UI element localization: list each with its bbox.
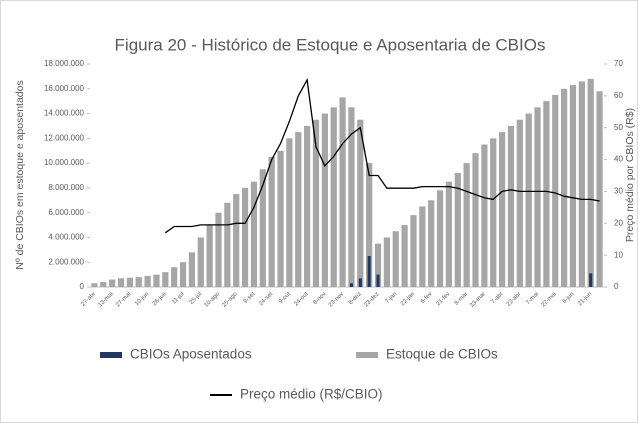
bar [330, 107, 337, 287]
bar [206, 225, 213, 287]
bar [507, 125, 515, 287]
bar [250, 181, 258, 287]
bar [589, 273, 593, 287]
bar [153, 274, 160, 287]
bar [498, 132, 506, 287]
bar [241, 187, 249, 287]
bar [525, 113, 532, 287]
legend-swatch [100, 352, 122, 358]
bar [135, 277, 142, 287]
bar [91, 283, 98, 287]
legend-label: Preço médio (R$/CBIO) [240, 387, 383, 402]
y2-tick-label: 20 [614, 218, 623, 227]
bar [312, 119, 320, 287]
bar [490, 138, 497, 287]
y-tick-label: 6.000.000 [48, 208, 84, 217]
y-tick-label: 2.000.000 [48, 257, 84, 266]
bar [569, 85, 577, 287]
bar [428, 200, 435, 287]
y2-tick-label: 10 [614, 250, 623, 259]
bar [376, 274, 380, 287]
price-line [164, 77, 600, 234]
bar [358, 278, 362, 287]
bar [596, 91, 603, 287]
bar [286, 138, 293, 287]
y2-tick-label: 30 [614, 187, 623, 196]
bar [472, 153, 479, 287]
bar [295, 132, 302, 287]
bar [587, 78, 594, 287]
bar [233, 194, 240, 287]
bar [578, 81, 585, 287]
y2-tick-label: 60 [614, 91, 623, 100]
legend-label: Estoque de CBIOs [386, 347, 498, 362]
y-tick-label: 16.000.000 [44, 84, 85, 93]
bar [117, 278, 125, 287]
bar [436, 190, 444, 287]
bar [419, 206, 426, 287]
y-tick-label: 0 [80, 282, 85, 291]
bar [410, 215, 417, 287]
bar [454, 173, 461, 287]
bar [349, 283, 353, 287]
bar [366, 163, 373, 287]
y-tick-label: 4.000.000 [48, 233, 84, 242]
bar [197, 237, 204, 287]
bar [304, 125, 311, 287]
bar [392, 231, 399, 287]
bar [534, 107, 541, 287]
bar [100, 282, 107, 287]
bar [109, 279, 116, 287]
bar [179, 262, 187, 287]
bar [339, 97, 346, 287]
y-tick-label: 12.000.000 [44, 133, 85, 142]
bar [357, 119, 364, 287]
bar [321, 113, 328, 287]
y2-tick-label: 0 [614, 282, 619, 291]
bar [188, 252, 196, 287]
chart-title: Figura 20 - Histórico de Estoque e Apose… [115, 35, 546, 54]
y2-tick-label: 40 [614, 155, 623, 164]
bar [516, 119, 523, 287]
bar [374, 243, 382, 287]
bar [367, 256, 371, 287]
bar [552, 94, 559, 287]
y2-tick-label: 50 [614, 123, 623, 132]
bar [215, 212, 222, 287]
y-tick-label: 10.000.000 [44, 158, 85, 167]
bar [561, 88, 568, 288]
bar [126, 277, 133, 287]
bar [543, 101, 550, 288]
bar [463, 163, 470, 287]
bar [277, 150, 284, 287]
bar [348, 107, 355, 287]
bar [162, 272, 169, 287]
bar [171, 267, 178, 287]
bar [268, 156, 275, 287]
bar [144, 275, 151, 287]
y2-tick-label: 70 [614, 59, 623, 68]
y-tick-label: 8.000.000 [48, 183, 84, 192]
y-tick-label: 18.000.000 [44, 59, 85, 68]
y-axis-label: Nº de CBIOs em estoque e aposentados [14, 80, 26, 269]
bar [383, 237, 390, 287]
y-tick-label: 14.000.000 [44, 109, 85, 118]
legend-swatch [356, 352, 378, 358]
bar [224, 202, 231, 287]
legend-label: CBIOs Aposentados [130, 347, 252, 362]
bar [401, 225, 408, 287]
y2-axis-label: Preço médio por CBIOs (R$) [624, 108, 636, 242]
bar [259, 169, 266, 287]
bar [445, 181, 453, 287]
bar [481, 144, 488, 287]
